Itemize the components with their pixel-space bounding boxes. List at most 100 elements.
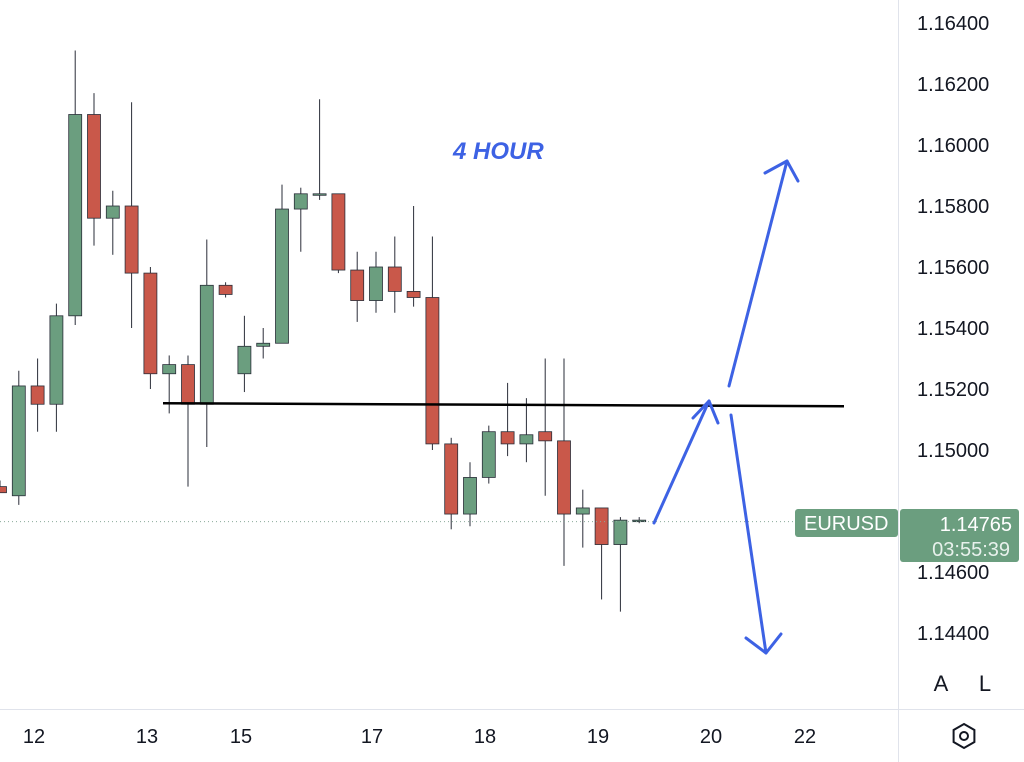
candle-body bbox=[312, 193, 327, 196]
candle bbox=[218, 282, 233, 298]
candle-body bbox=[557, 440, 571, 515]
candle-body bbox=[387, 266, 402, 292]
candle bbox=[30, 358, 45, 432]
candle-body bbox=[331, 193, 346, 271]
time-tick-label: 20 bbox=[700, 726, 722, 748]
price-badge bbox=[900, 509, 1019, 562]
candle-body bbox=[11, 385, 26, 497]
time-tick-label: 15 bbox=[230, 726, 252, 748]
candle bbox=[331, 193, 346, 274]
candle bbox=[124, 102, 139, 328]
candle bbox=[481, 425, 496, 484]
candle-body bbox=[425, 297, 440, 445]
candle bbox=[237, 315, 252, 393]
timeframe-annotation: 4 HOUR bbox=[452, 138, 544, 165]
arrow-down-long bbox=[729, 413, 768, 655]
candle bbox=[519, 398, 534, 463]
horizontal-level-line[interactable] bbox=[162, 402, 845, 408]
candle bbox=[463, 462, 477, 527]
candle bbox=[500, 382, 515, 457]
candle bbox=[350, 251, 365, 322]
candle bbox=[68, 50, 83, 325]
time-axis-ticks: 12 13 15 17 18 19 20 22 bbox=[23, 726, 816, 748]
candle-body bbox=[49, 315, 64, 405]
candle bbox=[613, 517, 628, 612]
candle-body bbox=[124, 205, 139, 274]
candle-body bbox=[218, 284, 233, 295]
candle bbox=[0, 480, 7, 494]
countdown-label: 03:55:39 bbox=[932, 539, 1010, 561]
time-tick-label: 18 bbox=[474, 726, 496, 748]
candle-body bbox=[143, 272, 158, 375]
candle bbox=[632, 517, 647, 524]
candle-body bbox=[369, 266, 383, 301]
auto-scale-button[interactable]: A bbox=[925, 668, 957, 700]
forecast-arrows[interactable] bbox=[652, 159, 800, 655]
price-tick-label: 1.14400 bbox=[917, 623, 989, 645]
time-tick-label: 17 bbox=[361, 726, 383, 748]
candle bbox=[557, 358, 571, 566]
candle-body bbox=[87, 114, 101, 219]
settings-icon[interactable] bbox=[946, 718, 982, 754]
candle-body bbox=[538, 431, 553, 442]
candle-body bbox=[500, 431, 515, 445]
symbol-label: EURUSD bbox=[804, 513, 888, 535]
candle-body bbox=[594, 507, 609, 545]
candle-body bbox=[481, 431, 496, 478]
price-tick-label: 1.15800 bbox=[917, 196, 989, 218]
arrow-up-long-head bbox=[763, 159, 800, 183]
price-tick-label: 1.14600 bbox=[917, 562, 989, 584]
candle-body bbox=[575, 507, 590, 515]
candle bbox=[444, 437, 459, 530]
time-tick-label: 19 bbox=[587, 726, 609, 748]
symbol-badge bbox=[795, 509, 898, 537]
candle-body bbox=[275, 208, 289, 344]
candle-body bbox=[519, 434, 534, 445]
candles-group bbox=[0, 50, 647, 612]
candle bbox=[575, 489, 590, 548]
symbol-price-badge: EURUSD 1.14765 03:55:39 bbox=[795, 509, 1019, 562]
candle bbox=[199, 239, 214, 447]
candle-body bbox=[256, 342, 271, 347]
candle bbox=[49, 303, 64, 432]
candle-body bbox=[350, 269, 365, 301]
candle bbox=[275, 184, 289, 344]
arrow-up-long bbox=[727, 159, 789, 388]
candle-body bbox=[105, 205, 120, 219]
price-tick-label: 1.15200 bbox=[917, 379, 989, 401]
candle bbox=[256, 328, 271, 359]
candle bbox=[105, 190, 120, 255]
time-tick-label: 12 bbox=[23, 726, 45, 748]
candle bbox=[143, 267, 158, 389]
candle-body bbox=[293, 193, 308, 210]
candle bbox=[538, 358, 553, 496]
arrow-down-long-head bbox=[744, 632, 783, 655]
candle bbox=[369, 251, 383, 313]
candle bbox=[293, 187, 308, 252]
candle bbox=[406, 206, 421, 307]
last-price-label: 1.14765 bbox=[940, 514, 1012, 536]
candle bbox=[387, 236, 402, 313]
candle bbox=[425, 236, 440, 450]
price-tick-label: 1.16200 bbox=[917, 74, 989, 96]
candle bbox=[594, 507, 609, 600]
candle-body bbox=[0, 486, 7, 494]
candle-body bbox=[199, 284, 214, 405]
arrow-up-to-level bbox=[652, 399, 711, 525]
candle-body bbox=[406, 290, 421, 298]
price-tick-label: 1.15000 bbox=[917, 440, 989, 462]
price-tick-label: 1.16000 bbox=[917, 135, 989, 157]
candle bbox=[87, 93, 101, 246]
candle-body bbox=[68, 114, 83, 317]
price-tick-label: 1.15600 bbox=[917, 257, 989, 279]
candle-body bbox=[181, 364, 195, 405]
candle-body bbox=[30, 385, 45, 405]
candle-body bbox=[237, 345, 252, 375]
time-tick-label: 22 bbox=[794, 726, 816, 748]
time-tick-label: 13 bbox=[136, 726, 158, 748]
candle-body bbox=[463, 477, 477, 515]
candle bbox=[11, 370, 26, 505]
log-scale-button[interactable]: L bbox=[969, 668, 1001, 700]
